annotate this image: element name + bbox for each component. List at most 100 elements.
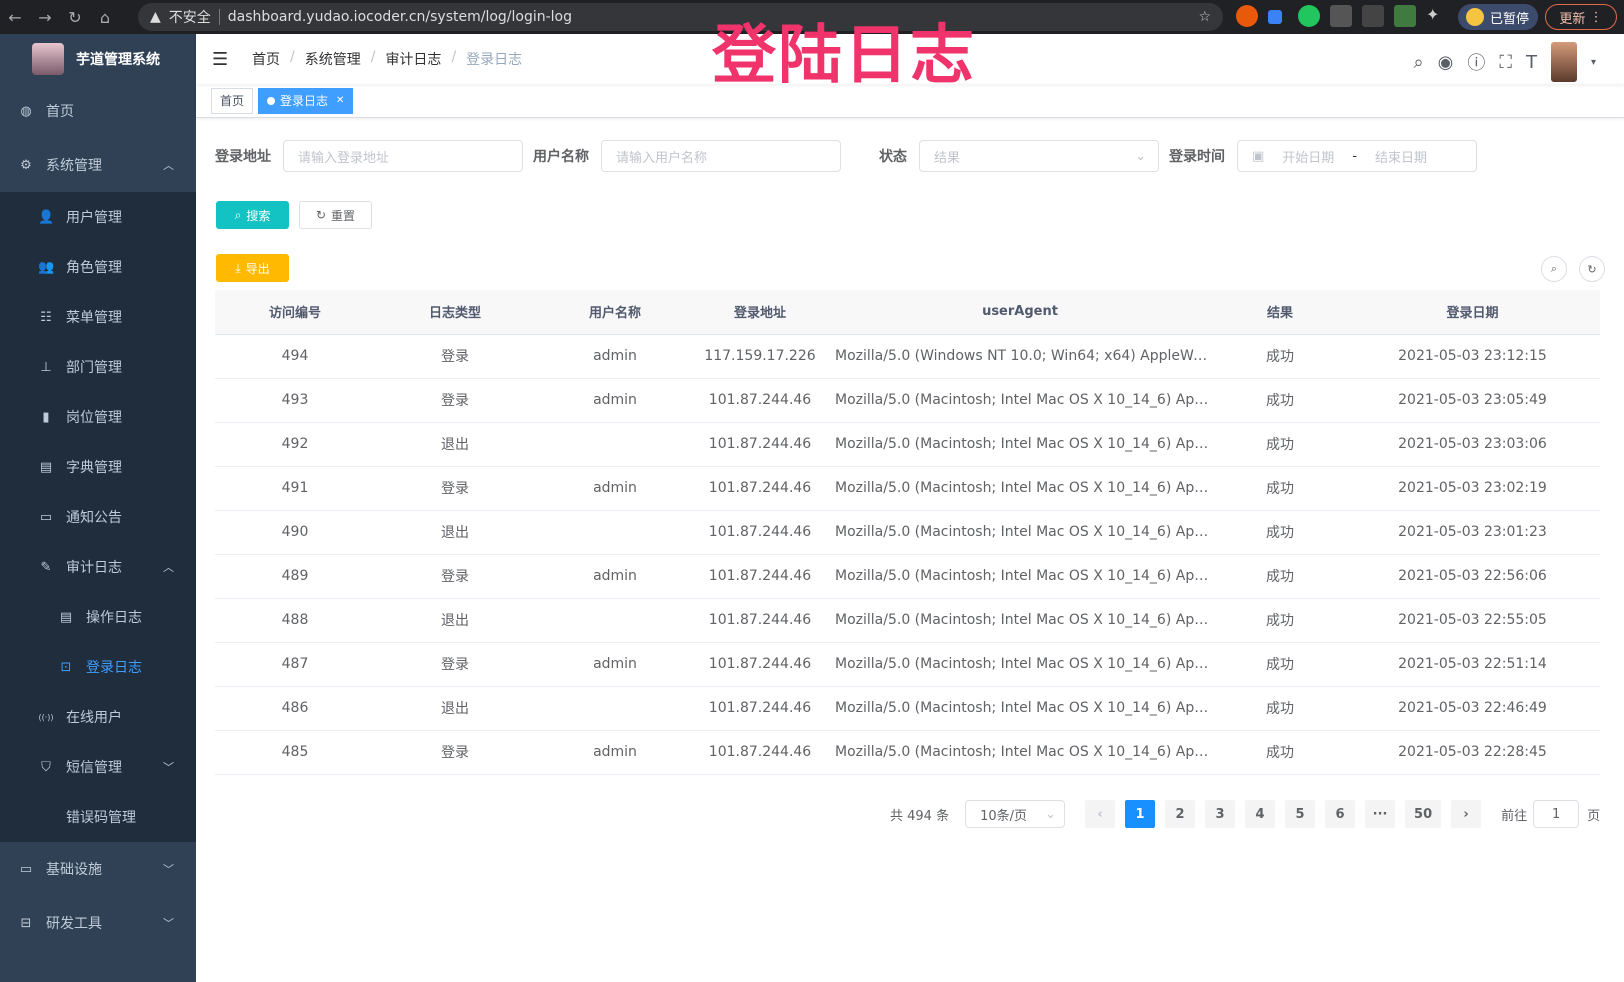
sidebar-item-3[interactable]: 👥 角色管理 (0, 242, 196, 292)
table-row[interactable]: 489 登录 admin 101.87.244.46 Mozilla/5.0 (Maci… (215, 554, 1600, 599)
extension-icon[interactable] (1394, 5, 1416, 27)
sidebar-item-1[interactable]: ⚙ 系统管理 ︿ (0, 138, 196, 192)
update-label: 更新 (1559, 11, 1586, 27)
sidebar-item-label: 部门管理 (66, 360, 122, 376)
table-cell: 488 (215, 598, 375, 643)
page-button[interactable]: 6 (1325, 800, 1356, 828)
chevron-icon: ﹀ (163, 863, 174, 876)
sidebar-item-16[interactable]: ⊟ 研发工具 ﹀ (0, 896, 196, 950)
update-button[interactable]: 更新 ⋮ (1545, 4, 1617, 30)
sidebar-item-9[interactable]: ✎ 审计日志 ︿ (0, 542, 196, 592)
close-icon[interactable]: ✕ (336, 95, 345, 106)
tool-icon: ⊟ (20, 915, 32, 931)
time-label: 登录时间 (1169, 149, 1225, 165)
sidebar-logo[interactable]: 芋道管理系统 (0, 34, 196, 84)
extension-icon[interactable] (1298, 5, 1320, 27)
table-cell (535, 510, 695, 555)
export-button[interactable]: ⤓ 导出 (216, 254, 289, 282)
page-button[interactable]: 50 (1405, 800, 1442, 828)
username-input[interactable]: 请输入用户名称 (601, 140, 841, 172)
sidebar-item-6[interactable]: ▮ 岗位管理 (0, 392, 196, 442)
page-button[interactable]: 2 (1165, 800, 1196, 828)
search-button[interactable]: ⌕ 搜索 (216, 201, 289, 229)
tree-table-icon: ☷ (40, 309, 52, 325)
reset-button[interactable]: ↻ 重置 (299, 201, 372, 229)
reload-icon[interactable]: ↻ (68, 7, 82, 27)
profile-button[interactable]: 已暂停 (1458, 4, 1538, 30)
page-button[interactable]: 5 (1285, 800, 1316, 828)
date-range-picker[interactable]: ▣ 开始日期 - 结束日期 (1237, 140, 1477, 172)
table-row[interactable]: 493 登录 admin 101.87.244.46 Mozilla/5.0 (Maci… (215, 378, 1600, 423)
table-row[interactable]: 486 退出 101.87.244.46 Mozilla/5.0 (Macintosh… (215, 686, 1600, 731)
font-size-icon[interactable]: T (1525, 51, 1537, 73)
sidebar-item-8[interactable]: ▭ 通知公告 (0, 492, 196, 542)
sidebar-item-4[interactable]: ☷ 菜单管理 (0, 292, 196, 342)
page-size-select[interactable]: 10条/页 ⌄ (965, 800, 1066, 828)
table-cell: 退出 (375, 598, 535, 643)
goto-suffix: 页 (1587, 808, 1601, 824)
table-row[interactable]: 492 退出 101.87.244.46 Mozilla/5.0 (Macintosh… (215, 422, 1600, 467)
tag-login-log[interactable]: 登录日志 ✕ (258, 87, 354, 114)
table-row[interactable]: 487 登录 admin 101.87.244.46 Mozilla/5.0 (Maci… (215, 642, 1600, 687)
hamburger-icon[interactable]: ☰ (212, 48, 229, 70)
extension-icon[interactable] (1362, 5, 1384, 27)
browser-toolbar: ← → ↻ ⌂ ▲ 不安全 dashboard.yudao.iocoder.cn… (0, 0, 1624, 34)
fullscreen-icon[interactable]: ⛶ (1499, 51, 1512, 73)
forward-icon[interactable]: → (38, 7, 52, 27)
tree-icon: ⊥ (40, 359, 52, 375)
sidebar-item-7[interactable]: ▤ 字典管理 (0, 442, 196, 492)
table-cell: 2021-05-03 22:56:06 (1345, 554, 1600, 599)
sidebar-item-label: 审计日志 (66, 560, 122, 576)
page-button[interactable]: 3 (1205, 800, 1236, 828)
sidebar-item-14[interactable]: 错误码管理 (0, 792, 196, 842)
post-icon: ▮ (42, 409, 50, 425)
sidebar-item-11[interactable]: ⊡ 登录日志 (0, 642, 196, 692)
message-icon: ▭ (39, 509, 53, 525)
table-cell: Mozilla/5.0 (Macintosh; Intel Mac OS X 1… (825, 642, 1215, 687)
tag-label: 登录日志 (280, 94, 329, 108)
breadcrumb-item[interactable]: 首页 (252, 52, 280, 68)
ip-input[interactable]: 请输入登录地址 (283, 140, 523, 172)
github-icon[interactable]: ◉ (1437, 51, 1454, 73)
address-bar[interactable]: ▲ 不安全 dashboard.yudao.iocoder.cn/system/… (138, 3, 1223, 31)
tag-home[interactable]: 首页 (211, 87, 254, 114)
refresh-button[interactable]: ↻ (1579, 256, 1605, 282)
table-row[interactable]: 485 登录 admin 101.87.244.46 Mozilla/5.0 (Maci… (215, 730, 1600, 775)
sidebar-item-13[interactable]: ⛉ 短信管理 ﹀ (0, 742, 196, 792)
form-icon: ▤ (59, 609, 73, 625)
table-row[interactable]: 491 登录 admin 101.87.244.46 Mozilla/5.0 (Maci… (215, 466, 1600, 511)
next-page-button[interactable]: › (1451, 800, 1482, 828)
sidebar-item-10[interactable]: ▤ 操作日志 (0, 592, 196, 642)
table-row[interactable]: 488 退出 101.87.244.46 Mozilla/5.0 (Macintosh… (215, 598, 1600, 643)
sidebar-item-12[interactable]: ((·)) 在线用户 (0, 692, 196, 742)
page-button[interactable]: 1 (1125, 800, 1156, 828)
page-button[interactable]: 4 (1245, 800, 1276, 828)
sidebar-item-0[interactable]: ◍ 首页 (0, 84, 196, 138)
status-select[interactable]: 结果 ⌄ (919, 140, 1159, 172)
sidebar-item-15[interactable]: ▭ 基础设施 ﹀ (0, 842, 196, 896)
avatar[interactable] (1550, 42, 1577, 82)
table-row[interactable]: 490 退出 101.87.244.46 Mozilla/5.0 (Macintosh… (215, 510, 1600, 555)
breadcrumb: 首页 / 系统管理 / 审计日志 / 登录日志 (252, 49, 523, 68)
toggle-search-button[interactable]: ⌕ (1541, 256, 1567, 282)
extension-icon[interactable] (1268, 10, 1282, 24)
breadcrumb-item: 系统管理 (304, 52, 361, 68)
table-row[interactable]: 494 登录 admin 117.159.17.226 Mozilla/5.0 (Win… (215, 334, 1600, 379)
puzzle-icon[interactable]: ✦ (1426, 5, 1440, 24)
sidebar-item-2[interactable]: 👤 用户管理 (0, 192, 196, 242)
table-cell: Mozilla/5.0 (Macintosh; Intel Mac OS X 1… (825, 422, 1215, 467)
calendar-icon: ▣ (1252, 148, 1265, 164)
caret-down-icon[interactable]: ▾ (1590, 56, 1596, 68)
sidebar-item-5[interactable]: ⊥ 部门管理 (0, 342, 196, 392)
search-icon[interactable]: ⌕ (1413, 51, 1424, 73)
page-button[interactable]: ··· (1365, 800, 1396, 828)
prev-page-button[interactable]: ‹ (1085, 800, 1116, 828)
extension-icon[interactable] (1330, 5, 1352, 27)
question-icon[interactable]: ⓘ (1467, 53, 1486, 74)
extension-icon[interactable] (1236, 5, 1258, 27)
home-icon[interactable]: ⌂ (99, 7, 111, 27)
back-icon[interactable]: ← (8, 7, 22, 27)
column-header: 结果 (1215, 290, 1345, 335)
goto-page-input[interactable]: 1 (1533, 800, 1580, 828)
bookmark-star-icon[interactable]: ☆ (1198, 9, 1211, 25)
